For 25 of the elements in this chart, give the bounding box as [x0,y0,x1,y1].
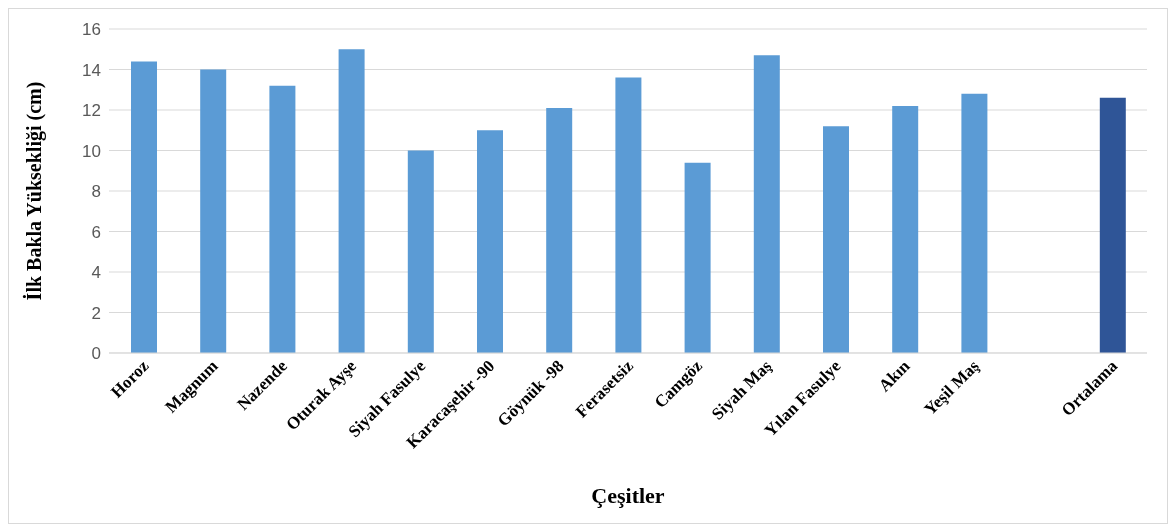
bar [131,61,157,353]
bar [753,55,780,353]
y-tick-label: 16 [82,20,101,40]
y-tick-label: 0 [91,344,101,364]
bar [1099,97,1126,353]
bar [615,77,642,353]
bar [823,126,849,353]
y-tick-label: 2 [91,303,101,323]
y-tick-label: 14 [82,60,101,80]
bar [407,150,434,353]
bar [961,93,988,353]
bar [477,130,503,353]
y-tick-label: 12 [82,101,101,121]
y-tick-label: 6 [91,222,101,242]
y-tick-label: 4 [91,263,101,283]
bar [684,162,711,353]
bar [892,105,919,353]
bar [338,49,365,353]
y-tick-label: 10 [82,141,101,161]
bar [269,85,296,353]
bar [546,107,573,353]
bar [200,69,227,353]
y-tick-label: 8 [91,182,101,202]
x-axis-title: Çeşitler [591,483,665,508]
y-axis-title: İlk Bakla Yüksekliği (cm) [22,81,47,301]
